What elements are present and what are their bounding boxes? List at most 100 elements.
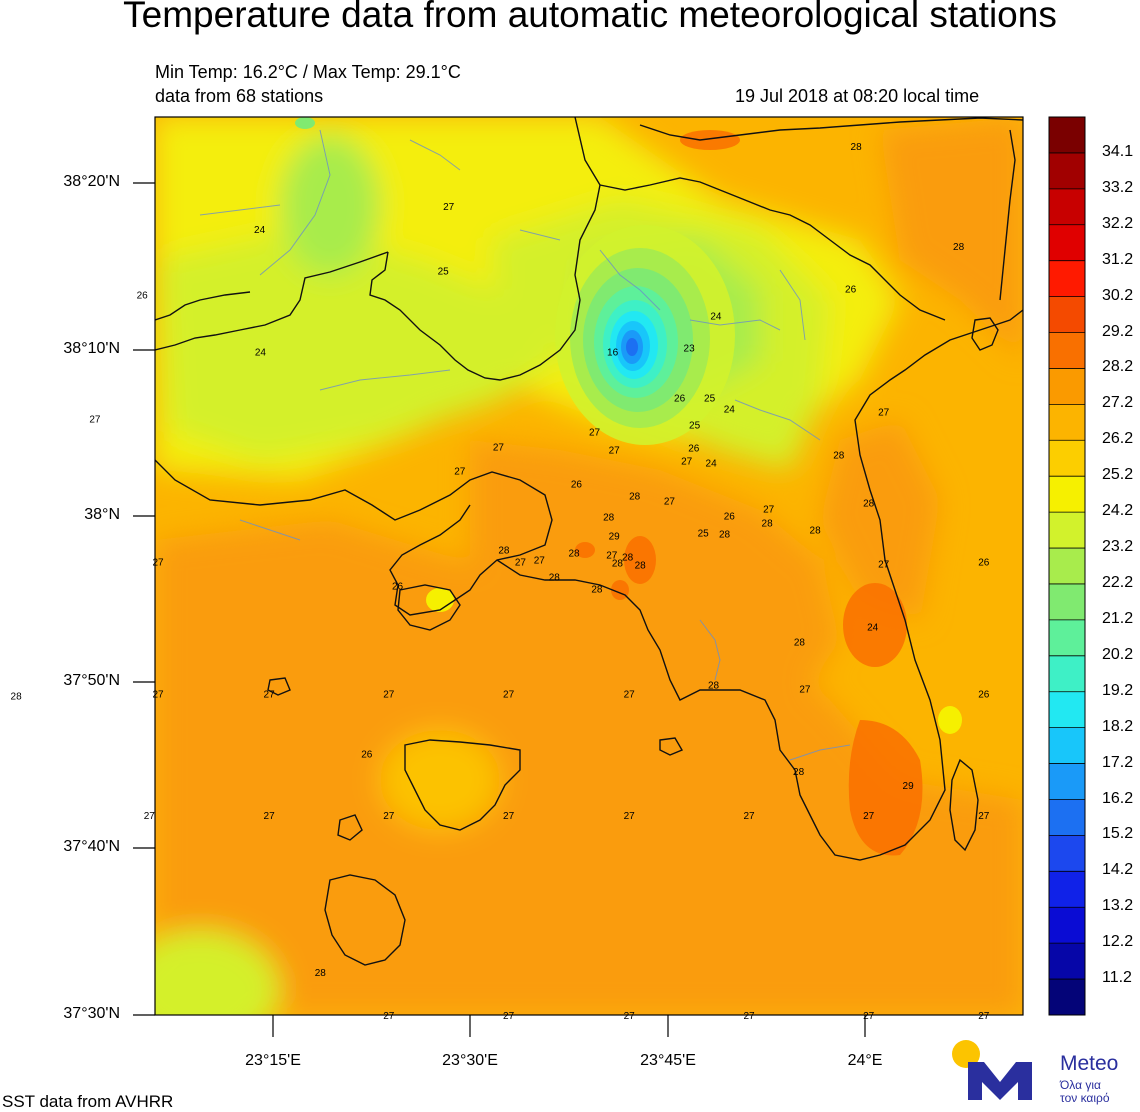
colorbar-swatch — [1049, 979, 1085, 1016]
map-frame — [154, 116, 1024, 1016]
colorbar-swatch — [1049, 548, 1085, 585]
colorbar-label: 18.2 — [1102, 717, 1134, 735]
colorbar-swatch — [1049, 260, 1085, 298]
station-label: 28 — [315, 968, 327, 979]
station-label: 25 — [689, 421, 701, 432]
colorbar-swatch — [1049, 332, 1085, 369]
colorbar-frame — [1048, 116, 1086, 1016]
colorbar-label: 24.2 — [1102, 502, 1134, 520]
lon-label-23-45: 23°45'E — [640, 1052, 696, 1069]
colorbar-label: 17.2 — [1102, 753, 1134, 771]
station-label: 25 — [698, 529, 710, 540]
lat-label-38-20: 38°20'N — [63, 173, 120, 190]
station-label: 24 — [254, 225, 266, 236]
station-label: 28 — [635, 561, 647, 572]
colorbar-swatch — [1049, 152, 1085, 190]
colorbar-label: 26.2 — [1102, 430, 1134, 448]
station-label: 27 — [89, 415, 101, 426]
colorbar-swatch — [1049, 583, 1085, 621]
station-label: 27 — [383, 1011, 395, 1022]
colorbar-label: 28.2 — [1102, 358, 1134, 376]
lat-label-37-40: 37°40'N — [63, 838, 120, 855]
station-label: 27 — [534, 556, 546, 567]
colorbar-swatch — [1049, 296, 1085, 334]
map-title: Temperature data from automatic meteorol… — [123, 0, 1057, 35]
lat-label-37-30: 37°30'N — [63, 1005, 120, 1022]
colorbar-swatch — [1049, 691, 1085, 729]
colorbar-swatch — [1049, 943, 1085, 980]
lat-label-38-00: 38°N — [84, 506, 120, 523]
station-label: 27 — [878, 560, 890, 571]
station-label: 28 — [498, 546, 510, 557]
station-label: 26 — [688, 444, 700, 455]
colorbar-label: 20.2 — [1102, 645, 1134, 663]
min-max-temp: Min Temp: 16.2°C / Max Temp: 29.1°C — [155, 62, 461, 82]
station-label: 27 — [152, 558, 164, 569]
station-label: 24 — [724, 405, 736, 416]
colorbar-label: 23.2 — [1102, 538, 1134, 555]
colorbar-label: 12.2 — [1102, 933, 1134, 951]
station-label: 26 — [978, 558, 990, 569]
colorbar-label: 21.2 — [1102, 609, 1134, 627]
station-label: 27 — [454, 467, 466, 478]
station-label: 27 — [264, 811, 276, 822]
colorbar-swatch — [1049, 368, 1085, 405]
station-label: 28 — [851, 142, 863, 153]
station-label: 28 — [762, 519, 774, 530]
colorbar-swatch — [1049, 117, 1085, 154]
station-label: 27 — [863, 811, 875, 822]
station-label: 27 — [383, 689, 395, 700]
colorbar-swatch — [1049, 224, 1085, 262]
station-label: 27 — [681, 457, 693, 468]
colorbar-label: 31.2 — [1102, 250, 1134, 268]
station-label: 27 — [609, 446, 621, 457]
station-label: 27 — [589, 428, 601, 439]
station-label: 28 — [793, 767, 805, 778]
colorbar-label: 34.1 — [1102, 142, 1134, 160]
colorbar-label: 22.2 — [1102, 574, 1134, 591]
colorbar-swatch — [1049, 440, 1085, 477]
colorbar-swatch — [1049, 763, 1085, 800]
colorbar-label: 25.2 — [1102, 466, 1134, 484]
station-label: 27 — [624, 1011, 636, 1022]
lon-label-23-15: 23°15'E — [245, 1052, 301, 1069]
colorbar-label: 33.2 — [1102, 178, 1134, 196]
colorbar-label: 16.2 — [1102, 789, 1134, 807]
colorbar-label: 15.2 — [1102, 825, 1134, 843]
lon-label-23-30: 23°30'E — [442, 1052, 498, 1069]
station-label: 27 — [863, 1011, 875, 1022]
station-label: 28 — [591, 584, 603, 595]
station-label: 26 — [392, 581, 404, 592]
station-label: 28 — [568, 549, 580, 560]
axis-ticks — [133, 182, 866, 1037]
station-label: 27 — [503, 1011, 515, 1022]
station-label: 29 — [903, 781, 915, 792]
station-label: 28 — [810, 526, 822, 537]
station-label: 25 — [704, 394, 716, 405]
station-label: 26 — [571, 480, 583, 491]
station-label: 16 — [607, 348, 619, 359]
station-label: 27 — [978, 1011, 990, 1022]
station-label: 27 — [144, 811, 156, 822]
station-label: 28 — [549, 572, 561, 583]
station-count: data from 68 stations — [155, 86, 324, 106]
colorbar-label: 27.2 — [1102, 394, 1134, 412]
station-label: 25 — [438, 267, 450, 278]
station-label: 27 — [383, 811, 395, 822]
colorbar-label: 14.2 — [1102, 861, 1134, 879]
colorbar-swatch — [1049, 655, 1085, 693]
station-label: 26 — [137, 291, 149, 302]
colorbar-swatch — [1049, 188, 1085, 226]
meteo-tagline-1: Όλα για — [1060, 1078, 1101, 1092]
meteo-tagline-2: τον καιρό — [1060, 1091, 1110, 1105]
station-label: 24 — [706, 459, 718, 470]
station-label: 28 — [612, 559, 624, 570]
station-label: 26 — [361, 749, 373, 760]
station-label: 24 — [710, 312, 722, 323]
station-label: 27 — [664, 497, 676, 508]
station-label: 27 — [606, 551, 618, 562]
colorbar-label: 13.2 — [1102, 897, 1134, 915]
station-label: 27 — [763, 505, 775, 516]
